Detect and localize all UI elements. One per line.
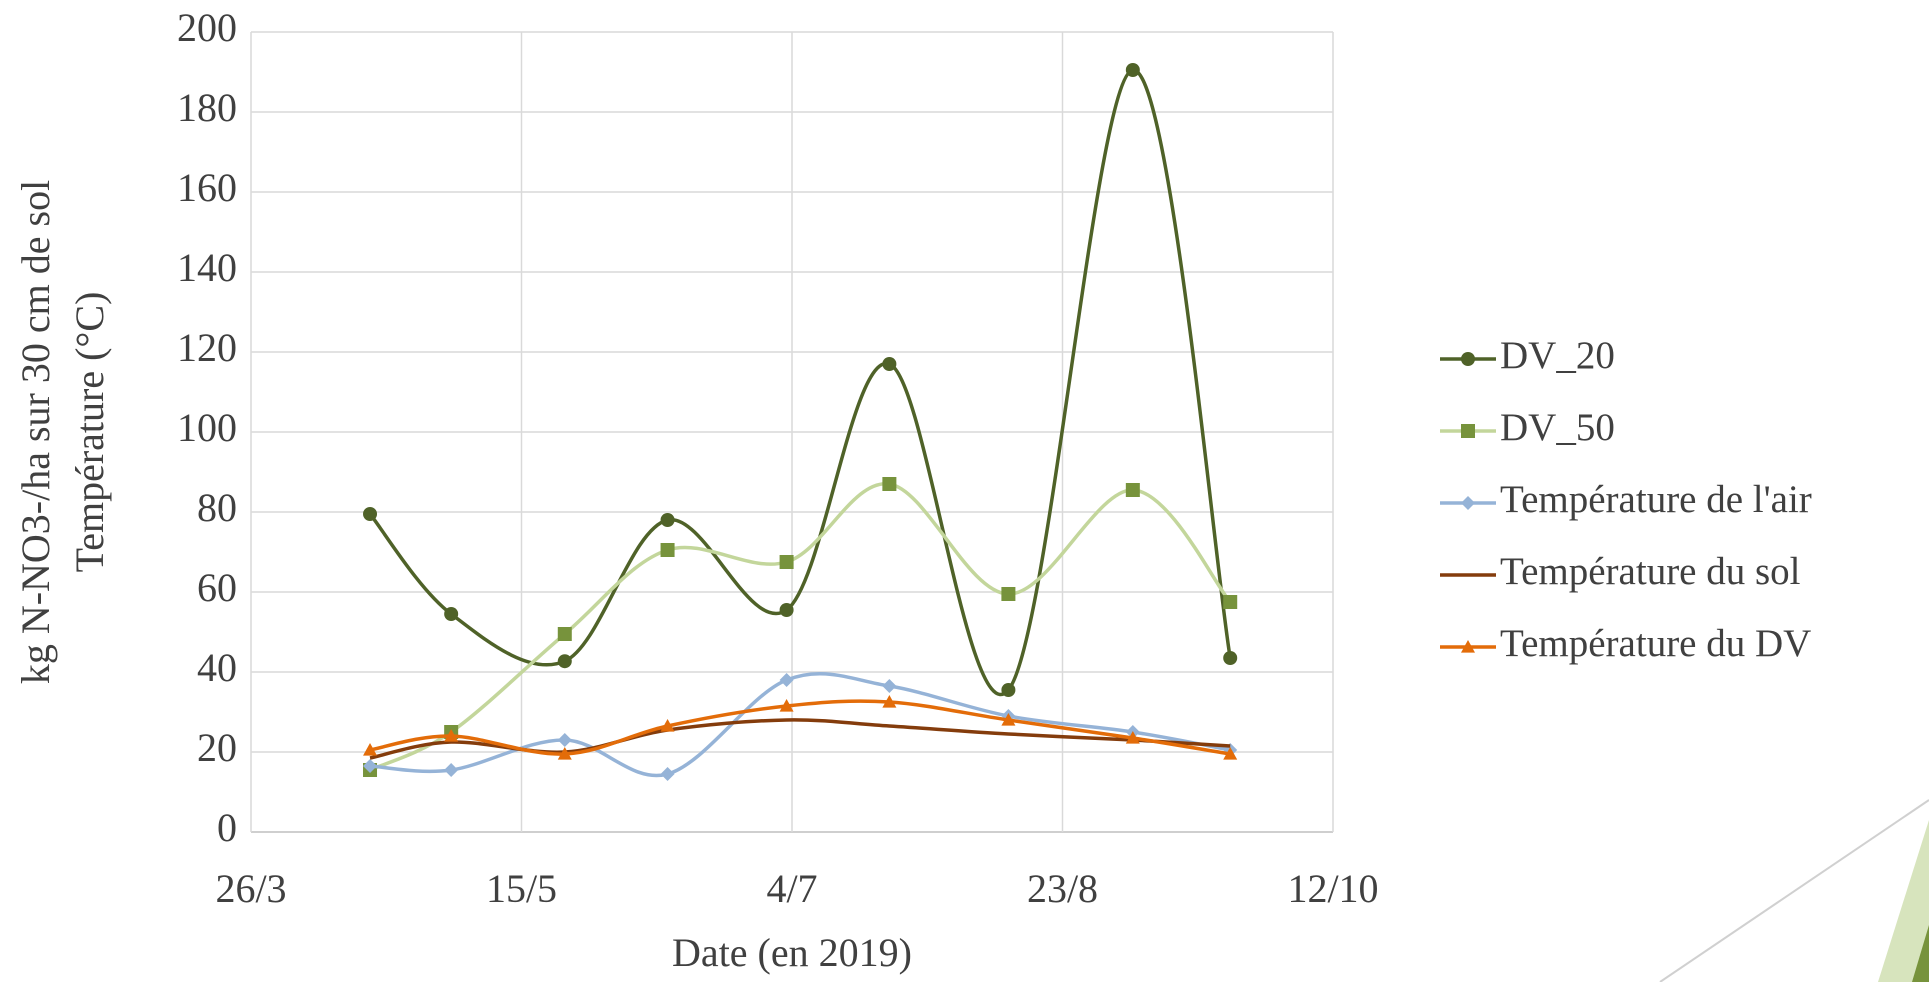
data-point [444,607,459,621]
data-point [1223,747,1238,760]
series-line [369,672,1231,778]
series-line [368,68,1232,696]
y-tick-label: 140 [177,245,237,290]
y-axis-title: Température (°C) [67,292,112,573]
x-axis-title: Date (en 2019) [672,930,912,975]
data-point [779,673,794,687]
y-tick-label: 80 [197,485,237,530]
legend-label: Température du DV [1500,622,1811,665]
y-axis-title-group: kg N-NO3-/ha sur 30 cm de sol Températur… [13,180,112,684]
data-point [1223,651,1238,665]
y-tick-label: 100 [177,405,237,450]
data-point [557,627,572,641]
data-point [779,603,794,617]
x-tick-label: 26/3 [215,866,286,911]
y-tick-label: 160 [177,165,237,210]
data-point [1125,483,1140,497]
legend-marker [1461,640,1475,653]
data-point [363,507,378,521]
data-point [444,729,459,742]
y-tick-label: 40 [197,645,237,690]
data-point [779,699,794,712]
data-point [557,654,572,669]
series-line [369,482,1232,772]
decoration-triangle [1878,820,1929,982]
y-axis-title: kg N-NO3-/ha sur 30 cm de sol [13,180,58,684]
decoration-triangle-dark [1912,925,1929,982]
legend-marker [1461,424,1475,438]
data-point [660,719,675,732]
data-point [779,555,794,569]
data-point [1125,731,1140,744]
legend-marker [1461,352,1475,366]
data-point [882,679,897,693]
y-tick-label: 200 [177,5,237,50]
data-point [660,767,675,781]
x-tick-label: 12/10 [1287,866,1378,911]
x-tick-label: 4/7 [766,866,817,911]
y-tick-label: 20 [197,725,237,770]
data-point [444,763,459,777]
data-point [363,759,378,773]
data-point [882,695,897,708]
y-tick-label: 180 [177,85,237,130]
data-point [1001,587,1016,601]
x-tick-label: 15/5 [486,866,557,911]
data-point [1125,63,1140,77]
y-tick-label: 120 [177,325,237,370]
legend-label: Température de l'air [1500,478,1812,521]
data-point [882,477,897,491]
data-point [557,733,572,747]
series-line [369,718,1231,760]
x-tick-label: 23/8 [1027,866,1098,911]
data-point [882,357,897,371]
data-point [557,747,572,760]
y-tick-label: 60 [197,565,237,610]
legend-marker [1461,496,1475,510]
legend-label: DV_50 [1500,406,1615,449]
data-point [660,513,675,527]
legend-label: Température du sol [1500,550,1801,593]
data-point [1001,713,1016,726]
legend-label: DV_20 [1500,334,1615,377]
data-point [363,743,378,756]
decoration-line [1659,799,1929,982]
data-point [1223,595,1238,609]
y-tick-label: 0 [217,805,237,850]
data-point [660,543,675,557]
data-point [1001,683,1016,697]
